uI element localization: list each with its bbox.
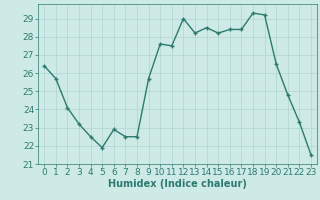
X-axis label: Humidex (Indice chaleur): Humidex (Indice chaleur) [108, 179, 247, 189]
